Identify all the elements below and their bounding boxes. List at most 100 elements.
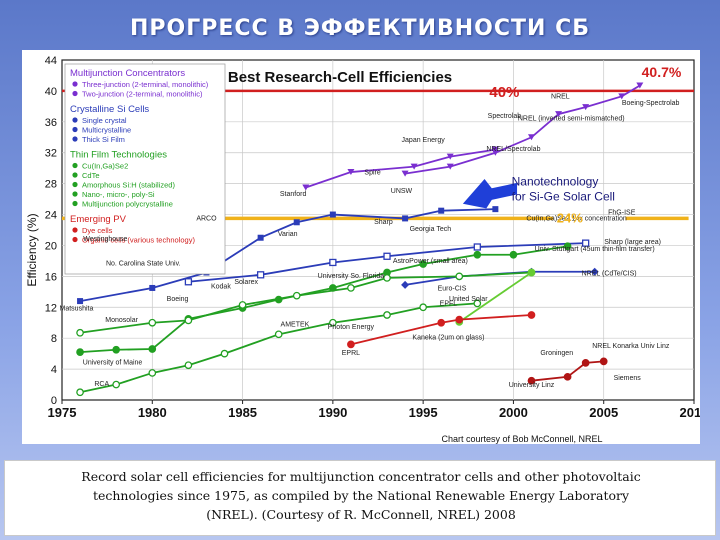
y-tick-label: 28 — [45, 179, 57, 191]
data-point — [347, 169, 355, 176]
data-point — [446, 163, 454, 170]
data-point — [383, 311, 391, 319]
point-annotation: Westinghouse — [83, 236, 127, 243]
data-point — [329, 258, 337, 267]
data-point — [329, 211, 336, 218]
legend-marker — [72, 126, 78, 133]
y-tick-label: 12 — [45, 302, 57, 314]
series-line-9 — [531, 360, 604, 382]
legend-layer: Multijunction ConcentratorsThree-junctio… — [64, 63, 226, 275]
series-line-3 — [188, 242, 586, 283]
data-point — [582, 104, 590, 111]
data-point — [473, 299, 482, 308]
point-annotation: United Solar — [449, 296, 488, 303]
point-annotation: UNSW — [391, 188, 413, 195]
data-point — [402, 215, 409, 222]
point-annotation: Spectrolab — [488, 113, 522, 120]
series-line-10 — [350, 314, 532, 346]
x-tick-label: 1975 — [48, 405, 77, 420]
point-annotation: Boeing — [167, 296, 189, 303]
data-point — [555, 111, 563, 118]
series-line-0 — [404, 84, 641, 175]
point-annotation: Siemens — [614, 375, 642, 382]
x-tick-label: 2000 — [499, 405, 528, 420]
x-tick-label: 1995 — [409, 405, 438, 420]
data-point — [184, 361, 193, 370]
point-annotation: NREL (CdTe/CIS) — [582, 271, 637, 278]
point-annotation: Groningen — [540, 350, 573, 357]
data-point — [410, 163, 418, 170]
point-annotation: NREL (inverted semi-mismatched) — [518, 115, 625, 122]
data-point — [590, 267, 599, 276]
legend-item-label: Multicrystalline — [82, 126, 131, 135]
legend-item-label: Organic cells (various technology) — [82, 236, 195, 245]
nanotechnology-label: Nanotechnology for Si-Ge Solar Cell — [512, 174, 615, 203]
data-point — [491, 149, 499, 156]
point-annotation: Sharp — [374, 219, 393, 226]
data-point — [492, 206, 499, 213]
series-line-7 — [79, 302, 478, 394]
legend-item-label: Cu(In,Ga)Se2 — [82, 162, 128, 171]
nanotechnology-label-line: Nanotechnology — [512, 174, 599, 188]
data-point — [293, 219, 300, 226]
point-annotation: EPRL — [342, 350, 360, 357]
point-annotation: NREL Konarka Univ Linz — [592, 343, 670, 350]
data-point — [527, 268, 536, 277]
point-annotation: Stanford — [280, 191, 307, 198]
data-point — [148, 318, 157, 327]
data-point — [419, 303, 427, 312]
data-point — [527, 134, 535, 141]
y-tick-label: 32 — [45, 148, 57, 160]
data-point — [438, 207, 445, 214]
data-point — [581, 359, 590, 367]
point-annotation: Japan Energy — [402, 137, 446, 144]
legend-marker — [72, 236, 78, 243]
chart-panel: 40% 40.7% 0 4 8 12 16 20 24 28 32 36 40 44 1975 1980 19… — [22, 50, 708, 444]
y-tick-label: 4 — [51, 364, 57, 376]
data-point — [446, 153, 454, 160]
y-axis-label: Efficiency (%) — [25, 213, 39, 286]
legend-group-label: Multijunction Concentrators — [70, 68, 185, 79]
point-annotation: University So. Florida — [318, 273, 385, 280]
legend-group-label: Emerging PV — [70, 214, 127, 225]
point-annotation: NREL — [551, 94, 570, 101]
point-annotation: Monosolar — [105, 317, 138, 324]
point-annotation: Matsushita — [60, 305, 94, 312]
chart-title: Best Research-Cell Efficiencies — [228, 69, 452, 86]
legend-item-label: Multijunction polycrystalline — [82, 200, 173, 209]
data-point — [599, 357, 608, 366]
data-point — [347, 340, 355, 349]
point-annotation: FhG-ISE — [608, 210, 636, 217]
y-tick-label: 24 — [45, 210, 57, 222]
efficiency-chart: 40% 40.7% 0 4 8 12 16 20 24 28 32 36 40 44 1975 1980 19… — [25, 55, 708, 444]
y-tick-label: 16 — [45, 271, 57, 283]
legend-group-label: Crystalline Si Cells — [70, 104, 149, 115]
data-point — [76, 348, 84, 356]
data-point — [419, 260, 427, 268]
point-annotation: Boeing-Spectrolab — [622, 100, 680, 107]
data-point — [112, 380, 121, 389]
data-point — [76, 388, 84, 397]
nanotechnology-label-line: for Si-Ge Solar Cell — [512, 189, 615, 203]
legend-marker — [72, 181, 78, 188]
data-point — [527, 376, 536, 385]
data-point — [257, 234, 264, 241]
data-point — [347, 284, 355, 292]
data-point — [618, 93, 626, 100]
legend-marker — [72, 162, 78, 169]
data-point — [527, 311, 536, 319]
point-annotation: ARCO — [196, 216, 217, 223]
legend-marker — [72, 191, 78, 197]
point-annotation: Spire — [364, 169, 380, 176]
x-tick-label: 2005 — [589, 405, 618, 420]
point-annotation: Kodak — [211, 284, 231, 291]
legend-item-label: Thick Si Film — [82, 135, 125, 144]
percent-24-label: 24% — [557, 210, 583, 225]
point-annotation: AstroPower (small area) — [393, 258, 468, 265]
point-annotation: Univ. Stuttgart (45um thin-film transfer… — [535, 246, 655, 253]
caption-text: Record solar cell efficiencies for multi… — [81, 469, 641, 522]
data-point — [509, 250, 518, 259]
legend-item-label: Dye cells — [82, 226, 113, 235]
data-point — [563, 372, 572, 381]
y-tick-label: 36 — [45, 117, 57, 129]
